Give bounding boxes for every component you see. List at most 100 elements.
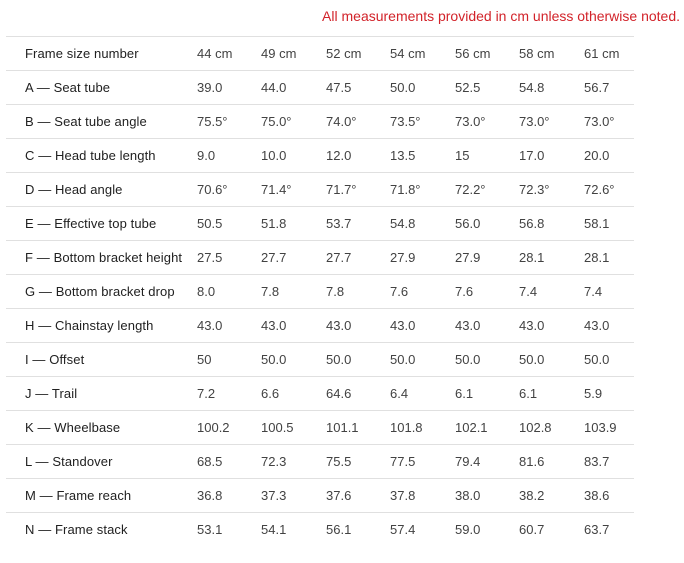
measurement-value-cell: 7.4 xyxy=(584,284,603,299)
measurement-value-cell: 56.1 xyxy=(326,522,352,538)
table-row: L — Standover 68.5 72.3 75.5 77.5 79.4 81.6 83.… xyxy=(6,445,634,479)
measurement-value-cell: 60.7 xyxy=(519,522,545,538)
measurement-value-cell: 52.5 xyxy=(455,80,481,95)
frame-geometry-table: Frame size number 44 cm 49 cm 52 cm 54 cm 56… xyxy=(6,36,634,547)
size-column-header: 54 cm xyxy=(390,46,426,61)
measurement-row-label: G — Bottom bracket drop xyxy=(25,284,175,299)
measurement-value-cell: 50.5 xyxy=(197,216,223,231)
measurement-value-cell: 5.9 xyxy=(584,386,603,401)
size-column-header: 61 cm xyxy=(584,46,620,61)
measurement-value-cell: 9.0 xyxy=(197,148,216,163)
table-row: I — Offset 50 50.0 50.0 50.0 50.0 50.0 50.0 xyxy=(6,343,634,377)
table-row: C — Head tube length 9.0 10.0 12.0 13.5 15 17.… xyxy=(6,139,634,173)
size-column-header: 56 cm xyxy=(455,46,491,61)
measurement-row-label: D — Head angle xyxy=(25,182,123,197)
measurement-value-cell: 6.1 xyxy=(455,386,474,401)
measurement-row-label: K — Wheelbase xyxy=(25,420,121,435)
measurement-value-cell: 28.1 xyxy=(584,250,610,265)
measurement-value-cell: 73.5° xyxy=(390,114,421,129)
measurement-value-cell: 59.0 xyxy=(455,522,481,538)
measurement-value-cell: 38.2 xyxy=(519,488,545,503)
measurement-value-cell: 72.3 xyxy=(261,454,287,469)
measurement-value-cell: 36.8 xyxy=(197,488,223,503)
measurement-value-cell: 72.3° xyxy=(519,182,550,197)
measurement-value-cell: 75.0° xyxy=(261,114,292,129)
measurement-value-cell: 64.6 xyxy=(326,386,352,401)
measurement-value-cell: 27.7 xyxy=(326,250,352,265)
measurement-value-cell: 39.0 xyxy=(197,80,223,95)
measurement-value-cell: 43.0 xyxy=(326,318,352,333)
measurement-row-label: F — Bottom bracket height xyxy=(25,250,183,265)
measurement-value-cell: 71.7° xyxy=(326,182,357,197)
measurement-value-cell: 17.0 xyxy=(519,148,545,163)
table-row: E — Effective top tube 50.5 51.8 53.7 54.8 56… xyxy=(6,207,634,241)
measurement-row-label: H — Chainstay length xyxy=(25,318,154,333)
measurement-row-label: I — Offset xyxy=(25,352,85,367)
measurement-value-cell: 27.9 xyxy=(390,250,416,265)
measurement-value-cell: 81.6 xyxy=(519,454,545,469)
measurement-value-cell: 54.8 xyxy=(390,216,416,231)
measurement-value-cell: 101.8 xyxy=(390,420,423,435)
table-row: K — Wheelbase 100.2 100.5 101.1 101.8 102.1 10… xyxy=(6,411,634,445)
measurement-value-cell: 103.9 xyxy=(584,420,617,435)
measurement-value-cell: 27.5 xyxy=(197,250,223,265)
measurement-value-cell: 43.0 xyxy=(455,318,481,333)
table-row: D — Head angle 70.6° 71.4° 71.7° 71.8° 72.2° 7… xyxy=(6,173,634,207)
measurement-value-cell: 37.6 xyxy=(326,488,352,503)
measurement-value-cell: 68.5 xyxy=(197,454,223,469)
measurement-value-cell: 37.8 xyxy=(390,488,416,503)
measurement-value-cell: 7.6 xyxy=(455,284,474,299)
measurement-value-cell: 43.0 xyxy=(261,318,287,333)
measurement-value-cell: 50.0 xyxy=(584,352,610,367)
measurement-value-cell: 75.5 xyxy=(326,454,352,469)
measurement-value-cell: 70.6° xyxy=(197,182,228,197)
measurement-row-label: M — Frame reach xyxy=(25,488,132,503)
measurement-value-cell: 27.9 xyxy=(455,250,481,265)
measurement-value-cell: 7.2 xyxy=(197,386,216,401)
measurement-value-cell: 20.0 xyxy=(584,148,610,163)
size-column-header: 58 cm xyxy=(519,46,555,61)
measurement-value-cell: 83.7 xyxy=(584,454,610,469)
measurement-value-cell: 7.4 xyxy=(519,284,538,299)
measurement-value-cell: 101.1 xyxy=(326,420,359,435)
measurement-value-cell: 100.2 xyxy=(197,420,230,435)
measurement-value-cell: 56.8 xyxy=(519,216,545,231)
measurement-row-label: A — Seat tube xyxy=(25,80,111,95)
measurement-value-cell: 50.0 xyxy=(519,352,545,367)
measurement-value-cell: 57.4 xyxy=(390,522,416,538)
measurement-value-cell: 50.0 xyxy=(390,352,416,367)
measurement-value-cell: 43.0 xyxy=(584,318,610,333)
frame-size-header-label: Frame size number xyxy=(25,46,139,61)
measurement-value-cell: 27.7 xyxy=(261,250,287,265)
measurement-row-label: C — Head tube length xyxy=(25,148,156,163)
measurement-value-cell: 100.5 xyxy=(261,420,294,435)
measurement-value-cell: 50.0 xyxy=(455,352,481,367)
size-column-header: 49 cm xyxy=(261,46,297,61)
measurement-value-cell: 50.0 xyxy=(390,80,416,95)
measurement-value-cell: 7.8 xyxy=(261,284,280,299)
measurement-value-cell: 50.0 xyxy=(261,352,287,367)
measurement-value-cell: 12.0 xyxy=(326,148,352,163)
measurement-row-label: J — Trail xyxy=(25,386,78,401)
measurement-value-cell: 73.0° xyxy=(519,114,550,129)
measurement-value-cell: 75.5° xyxy=(197,114,228,129)
table-row: A — Seat tube 39.0 44.0 47.5 50.0 52.5 54.8 56.… xyxy=(6,71,634,105)
measurement-value-cell: 8.0 xyxy=(197,284,216,299)
measurement-value-cell: 74.0° xyxy=(326,114,357,129)
measurement-value-cell: 73.0° xyxy=(455,114,486,129)
measurement-row-label: L — Standover xyxy=(25,454,113,469)
measurement-value-cell: 44.0 xyxy=(261,80,287,95)
measurement-value-cell: 53.7 xyxy=(326,216,352,231)
measurement-value-cell: 47.5 xyxy=(326,80,352,95)
measurement-value-cell: 72.6° xyxy=(584,182,615,197)
table-row: G — Bottom bracket drop 8.0 7.8 7.8 7.6 7.6 7.… xyxy=(6,275,634,309)
measurement-value-cell: 71.4° xyxy=(261,182,292,197)
measurement-value-cell: 102.1 xyxy=(455,420,488,435)
measurement-row-label: B — Seat tube angle xyxy=(25,114,147,129)
measurement-value-cell: 77.5 xyxy=(390,454,416,469)
measurement-row-label: E — Effective top tube xyxy=(25,216,157,231)
measurement-value-cell: 54.1 xyxy=(261,522,287,538)
measurement-value-cell: 51.8 xyxy=(261,216,287,231)
measurement-value-cell: 63.7 xyxy=(584,522,610,538)
measurement-value-cell: 54.8 xyxy=(519,80,545,95)
